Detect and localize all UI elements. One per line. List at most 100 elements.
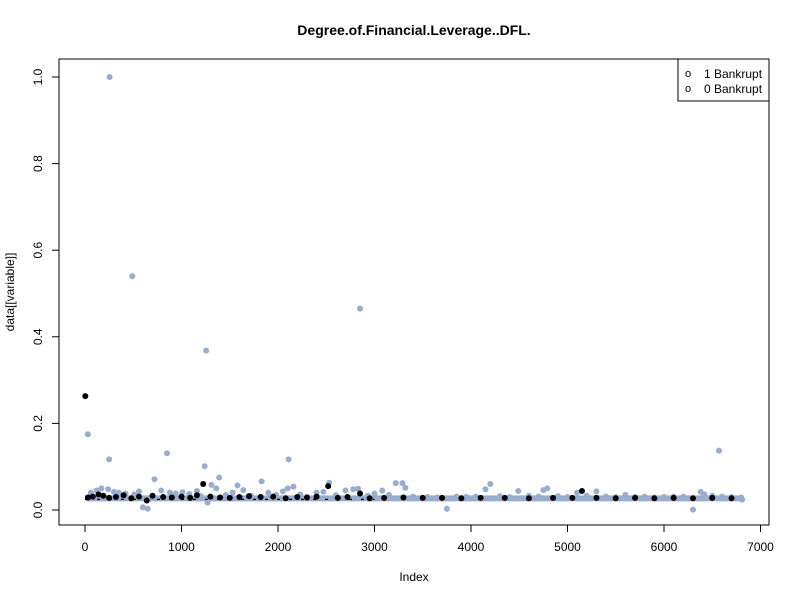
point-bankrupt-0 (201, 463, 208, 470)
y-tick-label: 0.6 (31, 242, 45, 259)
point-bankrupt-1 (477, 494, 484, 501)
point-bankrupt-0 (701, 491, 708, 498)
point-bankrupt-1 (550, 494, 557, 501)
point-bankrupt-0 (515, 487, 522, 494)
point-bankrupt-1 (128, 495, 135, 502)
point-bankrupt-0 (443, 505, 450, 512)
point-bankrupt-0 (258, 478, 265, 485)
point-bankrupt-0 (603, 493, 610, 500)
point-bankrupt-1 (569, 494, 576, 501)
point-bankrupt-0 (208, 481, 215, 488)
point-bankrupt-1 (419, 494, 426, 501)
point-bankrupt-1 (207, 493, 214, 500)
point-bankrupt-0 (285, 456, 292, 463)
point-bankrupt-1 (236, 494, 243, 501)
point-bankrupt-1 (282, 495, 289, 502)
point-bankrupt-0 (342, 487, 349, 494)
y-tick-label: 0.4 (31, 328, 45, 345)
point-bankrupt-1 (100, 492, 107, 499)
point-bankrupt-1 (193, 492, 200, 499)
y-axis-label: data[[variable]] (3, 253, 17, 332)
point-bankrupt-0 (379, 487, 386, 494)
point-bankrupt-1 (143, 497, 150, 504)
x-axis-label: Index (399, 570, 428, 584)
point-bankrupt-0 (716, 447, 723, 454)
point-bankrupt-0 (203, 347, 210, 354)
point-bankrupt-0 (129, 273, 136, 280)
point-bankrupt-1 (381, 494, 388, 501)
point-bankrupt-0 (279, 488, 286, 495)
point-bankrupt-1 (593, 494, 600, 501)
point-bankrupt-0 (622, 491, 629, 498)
x-tick-label: 3000 (361, 540, 388, 554)
legend-label-1: 1 Bankrupt (704, 67, 763, 81)
point-bankrupt-0 (204, 499, 211, 506)
point-bankrupt-0 (554, 493, 561, 500)
point-bankrupt-1 (120, 492, 127, 499)
point-bankrupt-0 (463, 494, 470, 501)
point-bankrupt-0 (84, 431, 91, 438)
point-bankrupt-1 (160, 494, 167, 501)
point-bankrupt-0 (284, 485, 291, 492)
point-bankrupt-0 (213, 485, 220, 492)
x-axis: 0 1000 2000 3000 4000 5000 6000 7000 (82, 524, 774, 554)
point-bankrupt-0 (106, 74, 113, 80)
point-bankrupt-0 (564, 494, 571, 501)
point-bankrupt-0 (496, 493, 503, 500)
point-bankrupt-0 (144, 505, 151, 512)
point-bankrupt-1 (149, 492, 156, 499)
point-bankrupt-0 (680, 493, 687, 500)
point-bankrupt-0 (410, 493, 417, 500)
legend: o 1 Bankrupt o 0 Bankrupt (677, 58, 770, 102)
point-bankrupt-0 (641, 493, 648, 500)
point-bankrupt-1 (334, 494, 341, 501)
point-bankrupt-1 (257, 494, 264, 501)
point-bankrupt-1 (728, 495, 735, 502)
point-bankrupt-0 (193, 487, 200, 494)
x-tick-label: 2000 (265, 540, 292, 554)
point-bankrupt-1 (325, 483, 332, 490)
point-bankrupt-1 (217, 494, 224, 501)
y-tick-label: 1.0 (31, 68, 45, 85)
point-bankrupt-0 (172, 490, 179, 497)
point-bankrupt-0 (385, 491, 392, 498)
point-bankrupt-1 (651, 495, 658, 502)
point-bankrupt-0 (164, 450, 171, 457)
point-bankrupt-1 (294, 494, 301, 501)
point-bankrupt-0 (574, 489, 581, 496)
y-tick-label: 0.8 (31, 155, 45, 172)
point-bankrupt-0 (320, 488, 327, 495)
point-bankrupt-0 (229, 489, 236, 496)
point-bankrupt-1 (357, 490, 364, 497)
point-bankrupt-0 (593, 488, 600, 495)
point-bankrupt-0 (661, 494, 667, 501)
point-bankrupt-1 (136, 493, 143, 500)
point-bankrupt-0 (544, 485, 551, 492)
point-bankrupt-0 (424, 494, 431, 501)
y-tick-label: 0.2 (31, 415, 45, 432)
point-bankrupt-0 (718, 493, 725, 500)
point-bankrupt-0 (234, 482, 241, 489)
point-bankrupt-0 (472, 493, 479, 500)
point-bankrupt-0 (115, 489, 122, 496)
point-bankrupt-0 (482, 486, 489, 493)
x-tick-label: 0 (82, 540, 89, 554)
point-bankrupt-1 (458, 495, 465, 502)
point-bankrupt-1 (525, 495, 532, 502)
point-bankrupt-1 (270, 493, 277, 500)
point-bankrupt-1 (112, 494, 119, 501)
point-bankrupt-0 (106, 456, 113, 463)
point-bankrupt-1 (106, 494, 113, 501)
point-bankrupt-0 (350, 486, 357, 493)
point-bankrupt-0 (98, 485, 105, 492)
point-bankrupt-0 (506, 494, 513, 501)
point-bankrupt-1 (95, 491, 102, 498)
point-bankrupt-1 (226, 494, 233, 501)
x-tick-label: 4000 (458, 540, 485, 554)
point-bankrupt-0 (371, 490, 378, 497)
point-bankrupt-0 (166, 489, 173, 496)
y-axis: 0.0 0.2 0.4 0.6 0.8 1.0 (31, 68, 60, 518)
point-bankrupt-1 (439, 494, 446, 501)
point-bankrupt-1 (82, 393, 89, 400)
